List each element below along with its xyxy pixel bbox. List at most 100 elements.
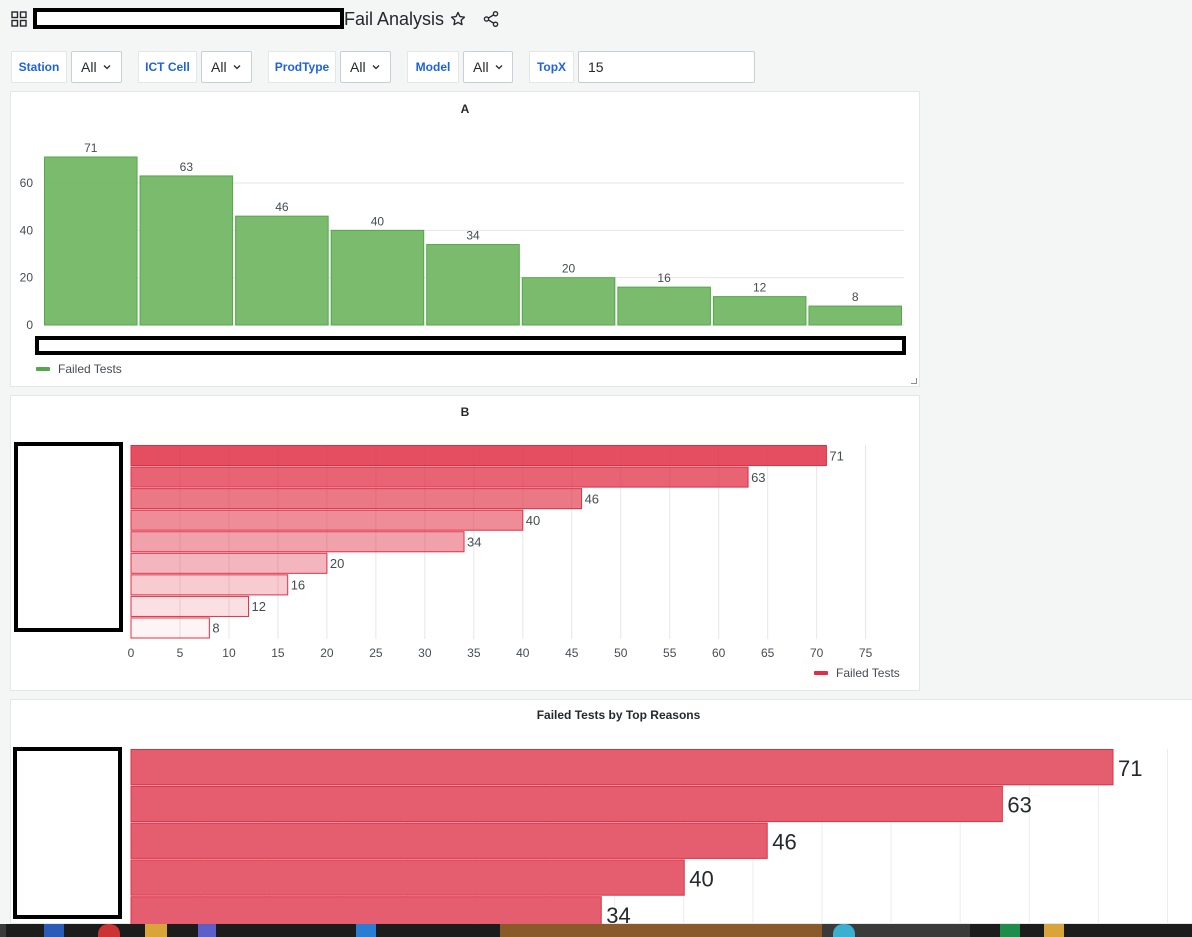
topx-input[interactable]: 15 <box>578 51 755 83</box>
bar-chart-a: 0 20 40 60 71 63 46 40 34 20 16 12 8 <box>20 141 904 332</box>
bar-chart-b: 0 5 10 15 20 25 30 35 40 45 50 55 60 65 70 75 71 63 46 40 34… <box>128 445 873 660</box>
bar-value-label: 20 <box>562 262 576 276</box>
legend-label: Failed Tests <box>58 362 122 376</box>
bar-value-label: 12 <box>753 281 767 295</box>
redacted-x-axis-labels <box>35 336 906 355</box>
panel-title[interactable]: Failed Tests by Top Reasons <box>536 708 701 722</box>
bar-value-label: 8 <box>212 621 219 636</box>
apps-grid-icon[interactable] <box>11 11 27 27</box>
taskbar-app-icon[interactable] <box>44 924 64 937</box>
taskbar-app-icon[interactable] <box>356 924 376 937</box>
ict-cell-select[interactable]: All <box>201 51 252 83</box>
y-tick-label: 0 <box>26 318 33 332</box>
chevron-down-icon <box>372 65 380 70</box>
panel-title[interactable]: A <box>460 102 470 116</box>
bar <box>130 617 210 639</box>
ict-cell-select-value: All <box>211 59 227 75</box>
bar-value-label: 34 <box>467 535 481 550</box>
bar-value-label: 20 <box>330 556 344 571</box>
taskbar-active-window[interactable] <box>500 924 822 937</box>
bar-value-label: 12 <box>252 599 266 614</box>
bar <box>130 445 827 467</box>
chevron-down-icon <box>495 65 503 70</box>
bar <box>617 286 711 326</box>
bar-value-label: 63 <box>1007 793 1031 818</box>
taskbar-item[interactable] <box>0 924 6 937</box>
bar <box>130 595 250 617</box>
bar <box>130 822 768 859</box>
bar-value-label: 71 <box>1118 756 1142 781</box>
taskbar-app-icon[interactable] <box>198 924 216 937</box>
taskbar-app-icon[interactable] <box>1044 924 1064 937</box>
panel-b: B 0 5 10 15 20 25 30 35 40 45 50 55 60 65 70 75 71 63 46 40… <box>10 395 920 691</box>
model-select[interactable]: All <box>463 51 513 83</box>
variable-label-station: Station <box>11 51 67 83</box>
redacted-folder-name <box>33 8 344 29</box>
x-tick-label: 15 <box>271 646 285 660</box>
bar <box>130 488 583 510</box>
bar-value-label: 71 <box>829 448 843 463</box>
bar <box>130 509 524 531</box>
bar <box>235 215 329 326</box>
taskbar-app-icon[interactable] <box>833 924 855 937</box>
bar-value-label: 34 <box>466 229 480 243</box>
legend-b[interactable]: Failed Tests <box>814 666 900 680</box>
x-tick-label: 50 <box>614 646 628 660</box>
bar-value-label: 63 <box>180 160 194 174</box>
legend-swatch <box>814 671 828 675</box>
bar-value-label: 46 <box>585 491 599 506</box>
redacted-y-axis-labels <box>14 442 123 632</box>
resize-handle[interactable] <box>911 378 917 384</box>
bar-value-label: 16 <box>291 578 305 593</box>
bar <box>130 574 289 596</box>
x-tick-label: 20 <box>320 646 334 660</box>
bar-value-label: 34 <box>606 903 630 925</box>
x-tick-label: 30 <box>418 646 432 660</box>
bar <box>130 466 749 488</box>
legend-swatch <box>36 367 50 371</box>
taskbar-app-icon[interactable] <box>1000 924 1020 937</box>
bar <box>130 859 685 896</box>
bar <box>330 229 425 326</box>
redacted-y-axis-labels <box>13 747 122 919</box>
bar <box>426 244 520 326</box>
x-tick-label: 25 <box>369 646 383 660</box>
panel-top-reasons: Failed Tests by Top Reasons 71 63 46 40 34 <box>10 699 1192 925</box>
taskbar-window[interactable] <box>822 924 970 937</box>
station-select-value: All <box>81 59 97 75</box>
panel-a: A 0 20 40 60 71 63 46 40 34 20 16 12 8 Failed Tests <box>10 91 920 387</box>
bar-chart-top-reasons: 71 63 46 40 34 <box>130 749 1168 925</box>
bar <box>130 785 1003 823</box>
taskbar-app-icon[interactable] <box>145 924 167 937</box>
bar <box>139 175 234 326</box>
bar <box>130 896 602 925</box>
x-tick-label: 40 <box>516 646 530 660</box>
star-icon[interactable] <box>449 10 467 28</box>
legend-a[interactable]: Failed Tests <box>36 362 122 376</box>
variable-label-model: Model <box>407 51 459 83</box>
x-tick-label: 10 <box>222 646 236 660</box>
x-tick-label: 35 <box>467 646 481 660</box>
share-icon[interactable] <box>482 10 500 28</box>
station-select[interactable]: All <box>71 51 122 83</box>
taskbar-app-icon[interactable] <box>98 924 120 937</box>
x-tick-label: 45 <box>565 646 579 660</box>
dashboard-title[interactable]: Fail Analysis <box>344 9 445 29</box>
bar-value-label: 46 <box>275 200 289 214</box>
panel-title[interactable]: B <box>460 405 470 419</box>
bar <box>130 552 328 574</box>
prodtype-select[interactable]: All <box>340 51 391 83</box>
bar-value-label: 8 <box>852 290 859 304</box>
legend-label: Failed Tests <box>836 666 900 680</box>
x-tick-label: 70 <box>810 646 824 660</box>
bar <box>130 531 465 553</box>
y-tick-label: 20 <box>20 271 34 285</box>
bar-value-label: 46 <box>772 830 796 855</box>
bar <box>130 749 1114 786</box>
bar-value-label: 16 <box>657 271 671 285</box>
x-tick-label: 60 <box>712 646 726 660</box>
model-select-value: All <box>473 59 489 75</box>
bar-value-label: 40 <box>371 214 385 228</box>
x-tick-label: 75 <box>859 646 873 660</box>
bar-value-label: 40 <box>689 866 713 891</box>
